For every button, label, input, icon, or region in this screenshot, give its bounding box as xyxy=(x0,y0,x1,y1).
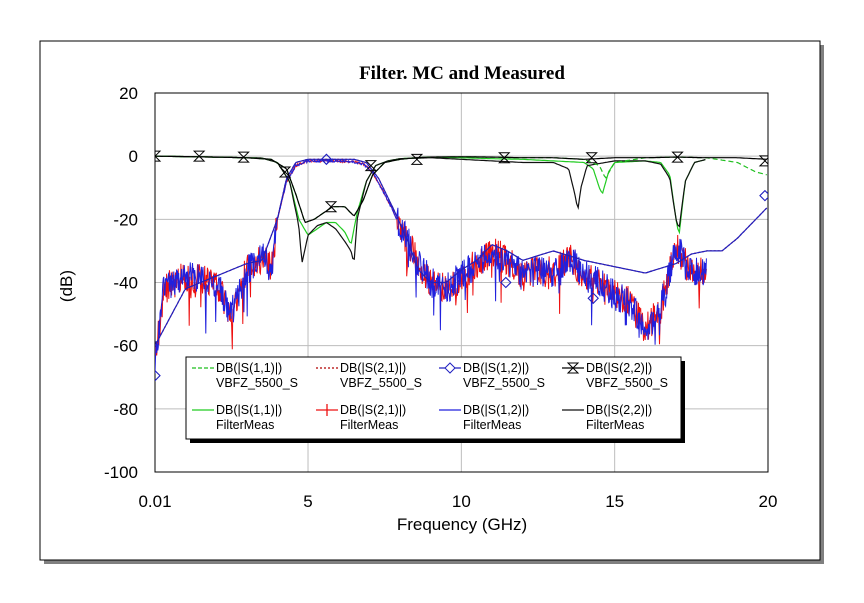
y-axis-ticks: 20 0 -20 -40 -60 -80 -100 xyxy=(104,84,138,482)
y-tick-label: -80 xyxy=(113,400,138,419)
x-axis-ticks: 0.01 5 10 15 20 xyxy=(138,492,777,511)
y-tick-label: -40 xyxy=(113,274,138,293)
x-tick-label: 5 xyxy=(303,492,312,511)
x-tick-label: 20 xyxy=(759,492,778,511)
marker-hourglass xyxy=(364,160,378,172)
marker-hourglass xyxy=(155,150,162,162)
marker-diamond xyxy=(587,292,599,305)
x-tick-label: 10 xyxy=(452,492,471,511)
y-tick-label: -100 xyxy=(104,463,138,482)
legend-series-source: FilterMeas xyxy=(216,418,274,432)
marker-diamond xyxy=(155,369,161,382)
legend-series-source: VBFZ_5500_S xyxy=(216,376,298,390)
y-axis-label: (dB) xyxy=(57,270,76,302)
legend-series-name: DB(|S(2,2)|) xyxy=(586,403,652,417)
marker-diamond xyxy=(320,153,333,166)
y-tick-label: 0 xyxy=(129,147,138,166)
chart-frame xyxy=(39,40,821,561)
chart-title: Filter. MC and Measured xyxy=(359,63,565,84)
marker-hourglass xyxy=(671,151,684,163)
marker-hourglass xyxy=(278,166,292,178)
marker-hourglass xyxy=(410,153,424,165)
legend-series-source: FilterMeas xyxy=(586,418,644,432)
y-tick-label: -60 xyxy=(113,337,138,356)
legend-series-source: FilterMeas xyxy=(340,418,398,432)
x-tick-label: 15 xyxy=(605,492,624,511)
marker-hourglass xyxy=(237,151,250,163)
legend-series-source: FilterMeas xyxy=(463,418,521,432)
series-line-db-s-1-2--vbfz_5500_s xyxy=(155,158,768,346)
marker-hourglass xyxy=(758,155,768,167)
series-group xyxy=(155,150,768,382)
legend-series-name: DB(|S(2,2)|) xyxy=(586,361,652,375)
legend-box xyxy=(185,356,682,440)
legend-series-name: DB(|S(1,2)|) xyxy=(463,403,529,417)
series-line-db-s-1-2--filtermeas xyxy=(155,157,707,374)
legend-marker-diamond xyxy=(444,362,456,374)
legend-series-name: DB(|S(2,1)|) xyxy=(340,403,406,417)
series-line-db-s-2-2--vbfz_5500_s xyxy=(155,155,767,224)
legend-series-name: DB(|S(1,1)|) xyxy=(216,403,282,417)
legend-series-source: VBFZ_5500_S xyxy=(340,376,422,390)
legend-series-name: DB(|S(1,1)|) xyxy=(216,361,282,375)
y-tick-label: 20 xyxy=(119,84,138,103)
x-axis-label: Frequency (GHz) xyxy=(397,515,527,534)
legend: DB(|S(1,1)|)VBFZ_5500_SDB(|S(2,1)|)VBFZ_… xyxy=(185,356,685,443)
legend-marker-hourglass xyxy=(566,362,580,374)
marker-hourglass xyxy=(585,152,598,164)
marker-diamond xyxy=(759,189,768,202)
marker-diamond xyxy=(500,276,512,289)
marker-hourglass xyxy=(498,152,511,164)
marker-hourglass xyxy=(192,150,206,162)
legend-series-source: VBFZ_5500_S xyxy=(586,376,668,390)
y-tick-label: -20 xyxy=(113,210,138,229)
x-tick-label: 0.01 xyxy=(138,492,171,511)
series-layer xyxy=(155,150,768,382)
plot-area xyxy=(154,92,769,473)
legend-series-name: DB(|S(2,1)|) xyxy=(340,361,406,375)
marker-hourglass xyxy=(324,201,338,213)
legend-series-source: VBFZ_5500_S xyxy=(463,376,545,390)
legend-series-name: DB(|S(1,2)|) xyxy=(463,361,529,375)
